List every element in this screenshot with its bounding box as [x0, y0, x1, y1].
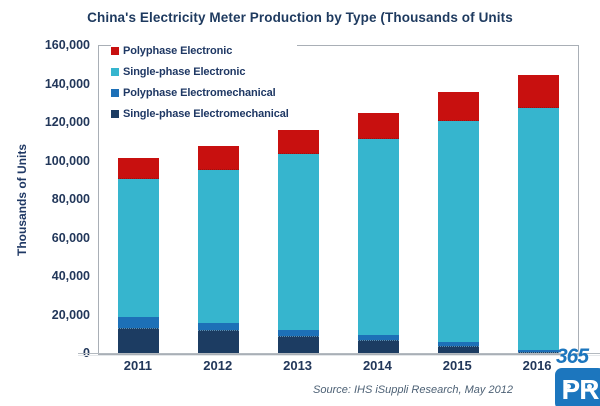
legend-label: Single-phase Electronic [123, 65, 246, 78]
x-tick-label-2013: 2013 [283, 358, 313, 373]
legend-label: Single-phase Electromechanical [123, 107, 289, 120]
x-axis-baseline-shadow [78, 355, 600, 356]
bar-segment-single-phase-electromechanical-2014 [357, 339, 399, 354]
bar-segment-polyphase-electronic-2013 [278, 129, 320, 154]
pr365-logo-365-text: 365 [556, 345, 589, 368]
chart-legend: Polyphase Electronic Single-phase Electro… [111, 39, 297, 126]
y-tick-label: 0 [0, 345, 90, 361]
legend-item: Polyphase Electronic [111, 40, 289, 61]
bar-segment-single-phase-electronic-2015 [437, 121, 479, 343]
pr365-logo-r-dot-icon [587, 384, 592, 389]
y-tick-label: 80,000 [51, 192, 90, 206]
y-tick-label: 60,000 [51, 230, 90, 245]
bar-segment-polyphase-electronic-2015 [437, 92, 479, 122]
y-tick-label: 120,000 [44, 115, 90, 129]
bar-segment-single-phase-electronic-2011 [118, 178, 160, 318]
bar-segment-single-phase-electromechanical-2011 [118, 328, 160, 354]
bar-segment-polyphase-electromechanical-2011 [118, 317, 160, 329]
bar-segment-polyphase-electronic-2011 [118, 157, 160, 179]
bar-segment-polyphase-electromechanical-2012 [198, 323, 240, 330]
y-axis-tick-labels: 160,000 140,000 120,000 100,000 80,000 60,000… [0, 0, 90, 406]
source-note: Source: IHS iSuppli Research, May 2012 [313, 384, 513, 396]
bar-segment-polyphase-electromechanical-2016 [517, 350, 559, 353]
bar-segment-single-phase-electromechanical-2015 [437, 346, 479, 354]
bar-segment-polyphase-electromechanical-2013 [278, 329, 320, 336]
x-tick-label-2014: 2014 [362, 358, 392, 373]
bar-segment-single-phase-electronic-2014 [357, 139, 399, 335]
legend-swatch-icon [111, 109, 119, 118]
x-axis-baseline [78, 353, 600, 354]
bar-segment-polyphase-electronic-2014 [357, 113, 399, 140]
legend-swatch-icon [111, 67, 119, 76]
bar-segment-polyphase-electronic-2012 [198, 146, 240, 171]
x-axis-labels: 2011 2012 2013 2014 2015 2016 [98, 358, 577, 376]
bar-segment-single-phase-electronic-2012 [198, 170, 240, 324]
x-tick-label-2015: 2015 [442, 358, 472, 373]
pr365-logo-pr-badge: PR [555, 368, 600, 406]
x-tick-label-2012: 2012 [203, 358, 233, 373]
bar-segment-single-phase-electronic-2013 [278, 153, 320, 330]
pr365-logo-pr-text: PR [561, 374, 600, 405]
bar-segment-single-phase-electromechanical-2013 [278, 335, 320, 354]
x-tick-label-2016: 2016 [522, 358, 552, 373]
y-tick-label: 20,000 [51, 307, 90, 322]
y-tick-label: 160,000 [44, 38, 90, 52]
bar-segment-polyphase-electronic-2016 [517, 74, 559, 108]
bar-segment-single-phase-electronic-2016 [517, 107, 559, 351]
legend-item: Polyphase Electromechanical [111, 82, 289, 103]
pr365-logo-p-dot-icon [566, 384, 571, 389]
legend-label: Polyphase Electromechanical [123, 86, 276, 99]
plot-area [98, 45, 579, 355]
chart-title: China's Electricity Meter Production by … [87, 10, 513, 25]
bar-segment-polyphase-electromechanical-2015 [437, 342, 479, 347]
pr365-logo: 365 PR [553, 345, 600, 406]
bar-segment-single-phase-electromechanical-2012 [198, 329, 240, 354]
bar-segment-polyphase-electromechanical-2014 [357, 334, 399, 340]
x-tick-label-2011: 2011 [123, 358, 153, 373]
legend-item: Single-phase Electromechanical [111, 103, 289, 124]
legend-swatch-icon [111, 46, 119, 55]
legend-item: Single-phase Electronic [111, 61, 289, 82]
legend-swatch-icon [111, 88, 119, 97]
y-tick-label: 140,000 [44, 76, 90, 91]
y-tick-label: 100,000 [44, 153, 90, 168]
legend-label: Polyphase Electronic [123, 44, 233, 57]
y-tick-label: 40,000 [51, 269, 90, 283]
